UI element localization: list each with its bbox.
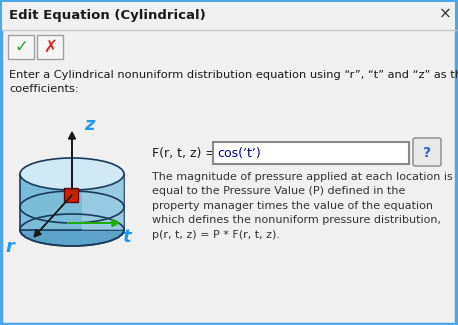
Ellipse shape <box>20 158 124 190</box>
Bar <box>2 2 455 30</box>
Text: Edit Equation (Cylindrical): Edit Equation (Cylindrical) <box>9 9 206 22</box>
FancyArrow shape <box>69 132 76 190</box>
FancyArrow shape <box>67 219 119 227</box>
Text: ✗: ✗ <box>43 38 57 56</box>
Polygon shape <box>82 174 124 230</box>
FancyBboxPatch shape <box>213 142 409 164</box>
FancyArrow shape <box>34 195 72 237</box>
FancyBboxPatch shape <box>37 35 63 59</box>
Text: z: z <box>84 116 94 134</box>
Ellipse shape <box>20 214 124 246</box>
FancyBboxPatch shape <box>8 35 34 59</box>
Text: F(r, t, z) =: F(r, t, z) = <box>152 147 216 160</box>
FancyBboxPatch shape <box>413 138 441 166</box>
Text: ×: × <box>439 6 452 21</box>
Text: cos(ʼtʼ): cos(ʼtʼ) <box>217 147 261 160</box>
Polygon shape <box>20 174 124 230</box>
Text: t: t <box>123 228 131 246</box>
FancyBboxPatch shape <box>64 188 78 202</box>
Text: ?: ? <box>423 146 431 160</box>
Text: Enter a Cylindrical nonuniform distribution equation using “r”, “t” and “z” as t: Enter a Cylindrical nonuniform distribut… <box>9 70 458 94</box>
Text: The magnitude of pressure applied at each location is
equal to the Pressure Valu: The magnitude of pressure applied at eac… <box>152 172 453 240</box>
Text: ✓: ✓ <box>14 38 28 56</box>
Text: r: r <box>5 238 15 256</box>
